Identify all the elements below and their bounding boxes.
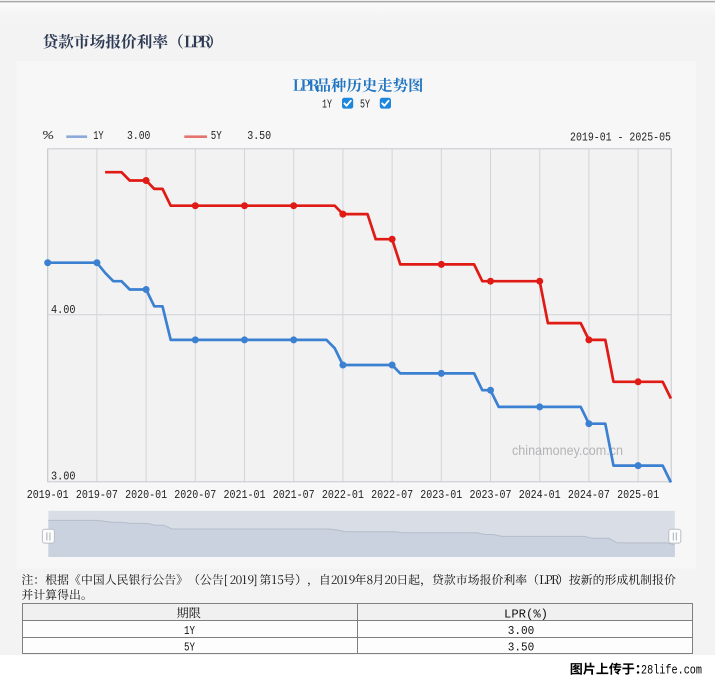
- svg-text:LPR(%): LPR(%): [504, 607, 548, 621]
- svg-text:1Y: 1Y: [184, 624, 195, 638]
- svg-text:2021-07: 2021-07: [273, 488, 315, 502]
- svg-text:2020-07: 2020-07: [174, 488, 216, 502]
- svg-text:28life.com: 28life.com: [641, 663, 702, 678]
- svg-text:3.50: 3.50: [247, 129, 271, 143]
- svg-text:2019-07: 2019-07: [76, 488, 118, 502]
- svg-text:2022-01: 2022-01: [322, 488, 364, 502]
- svg-text:5Y: 5Y: [360, 98, 370, 112]
- svg-text:2020-01: 2020-01: [125, 488, 167, 502]
- svg-text:%: %: [43, 129, 55, 143]
- svg-text:3.00: 3.00: [127, 129, 150, 143]
- svg-text:2019-01 - 2025-05: 2019-01 - 2025-05: [570, 131, 671, 145]
- svg-text:1Y: 1Y: [93, 129, 103, 143]
- svg-text:2023-07: 2023-07: [470, 488, 512, 502]
- svg-text:5Y: 5Y: [211, 129, 222, 143]
- svg-text:2021-01: 2021-01: [224, 488, 266, 502]
- svg-text:2022-07: 2022-07: [371, 488, 413, 502]
- svg-text:2019-01: 2019-01: [27, 488, 69, 502]
- svg-text:5Y: 5Y: [184, 641, 195, 655]
- svg-text:4.00: 4.00: [51, 303, 76, 317]
- svg-text:3.50: 3.50: [508, 641, 535, 655]
- svg-text:2024-07: 2024-07: [568, 488, 610, 502]
- svg-text:chinamoney.com.cn: chinamoney.com.cn: [512, 442, 623, 458]
- svg-text:2025-01: 2025-01: [617, 488, 659, 502]
- svg-text:2023-01: 2023-01: [420, 488, 462, 502]
- svg-text:3.00: 3.00: [508, 624, 535, 638]
- svg-text:1Y: 1Y: [322, 98, 332, 112]
- svg-text:3.00: 3.00: [51, 470, 76, 484]
- svg-text:2024-01: 2024-01: [519, 488, 561, 502]
